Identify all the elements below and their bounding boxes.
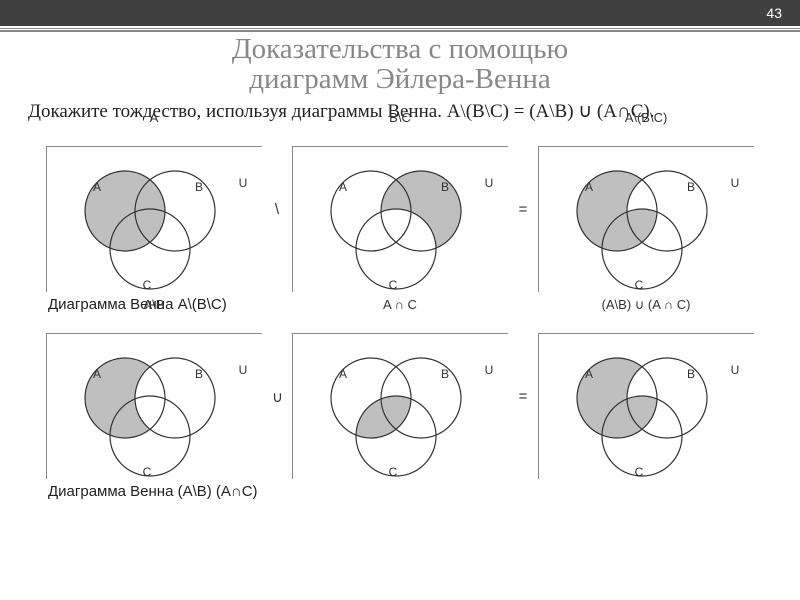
set-operator: ∪ [270,388,284,406]
svg-text:A: A [93,180,101,194]
svg-text:B: B [687,180,695,194]
svg-text:B: B [441,180,449,194]
panel-title: (A\B) ∪ (A ∩ C) [538,297,754,313]
divider-thick [0,30,800,32]
panel-title: A ∩ C [292,297,508,312]
panel-title: A\B [46,297,262,312]
venn-panel: A\(B\C)ABCU [538,128,754,292]
svg-text:A: A [339,367,347,381]
panel-title: B\C [292,110,508,125]
svg-text:C: C [635,465,644,479]
svg-text:B: B [441,367,449,381]
svg-text:U: U [239,176,248,190]
venn-panel: AA B C U [46,128,262,292]
svg-text:A: A [93,367,101,381]
set-operator: = [516,201,530,218]
svg-text:C: C [389,465,398,479]
svg-text:A: A [339,180,347,194]
svg-text:A: A [585,180,593,194]
venn-diagram: A B C U [538,146,754,292]
svg-text:C: C [143,465,152,479]
svg-text:A: A [585,367,593,381]
svg-text:U: U [731,176,740,190]
venn-diagram: A B C U [292,146,508,292]
venn-row-1: AABCU\B\CABCU=A\(B\C)ABCU [0,128,800,292]
svg-text:C: C [635,278,644,292]
svg-text:U: U [485,363,494,377]
page-number: 43 [766,5,782,21]
svg-text:U: U [239,363,248,377]
panel-title: A\(B\C) [538,110,754,125]
venn-panel: A ∩ CABCU [292,315,508,479]
venn-panel: A\BABCU [46,315,262,479]
divider-thin [0,28,800,29]
venn-diagram: A B C U [46,146,262,292]
svg-text:C: C [143,278,152,292]
set-operator: = [516,388,530,405]
panel-title: A [46,110,262,125]
title-line-2: диаграмм Эйлера-Венна [249,63,551,95]
svg-text:B: B [195,180,203,194]
venn-diagram: A B C U [292,333,508,479]
top-bar: 43 [0,0,800,26]
svg-text:U: U [485,176,494,190]
venn-diagram: A B C U [538,333,754,479]
set-operator: \ [270,201,284,218]
venn-panel: (A\B) ∪ (A ∩ C)ABCU [538,315,754,479]
venn-diagram: A B C U [46,333,262,479]
svg-text:B: B [195,367,203,381]
title-line-1: Доказательства с помощью [232,33,568,65]
svg-text:B: B [687,367,695,381]
venn-row-2: A\BABCU∪A ∩ CABCU=(A\B) ∪ (A ∩ C)ABCU [0,315,800,479]
svg-text:C: C [389,278,398,292]
caption-row-2: Диаграмма Венна (A\B) (A∩C) [48,483,800,500]
venn-panel: B\CABCU [292,128,508,292]
slide-title: Доказательства с помощью диаграмм Эйлера… [0,34,800,95]
svg-text:U: U [731,363,740,377]
